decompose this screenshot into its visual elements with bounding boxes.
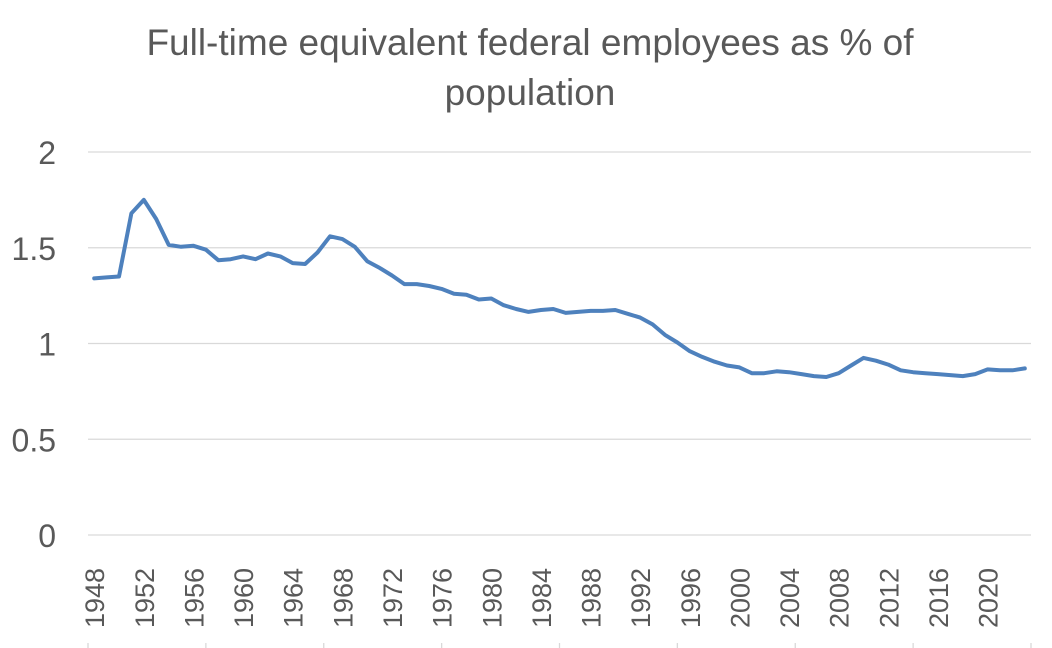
- x-tick-label: 1968: [328, 568, 358, 628]
- x-tick-label: 1976: [428, 568, 458, 628]
- x-tick-label: 1984: [527, 568, 557, 628]
- y-tick-label: 0: [38, 518, 56, 554]
- x-tick-label: 2020: [974, 568, 1004, 628]
- chart-title-line-1: Full-time equivalent federal employees a…: [146, 22, 914, 63]
- x-tick-label: 1948: [80, 568, 110, 628]
- y-tick-label: 1: [38, 327, 56, 363]
- series-line: [92, 197, 1027, 379]
- y-tick-label: 1.5: [12, 231, 56, 267]
- x-tick-label: 1952: [130, 568, 160, 628]
- x-tick-label: 1960: [229, 568, 259, 628]
- x-tick-label: 2008: [825, 568, 855, 628]
- x-tick-label: 1996: [676, 568, 706, 628]
- y-tick-label: 0.5: [12, 422, 56, 458]
- x-tick-label: 2016: [924, 568, 954, 628]
- x-tick-label: 2004: [775, 568, 805, 628]
- x-tick-label: 1988: [577, 568, 607, 628]
- x-tick-label: 1972: [378, 568, 408, 628]
- x-tick-label: 1992: [626, 568, 656, 628]
- x-tick-label: 2000: [725, 568, 755, 628]
- x-tick-label: 1956: [179, 568, 209, 628]
- x-tick-label: 1964: [279, 568, 309, 628]
- chart-title-line-2: population: [444, 72, 616, 113]
- x-tick-label: 2012: [874, 568, 904, 628]
- y-tick-label: 2: [38, 135, 56, 171]
- x-tick-label: 1980: [477, 568, 507, 628]
